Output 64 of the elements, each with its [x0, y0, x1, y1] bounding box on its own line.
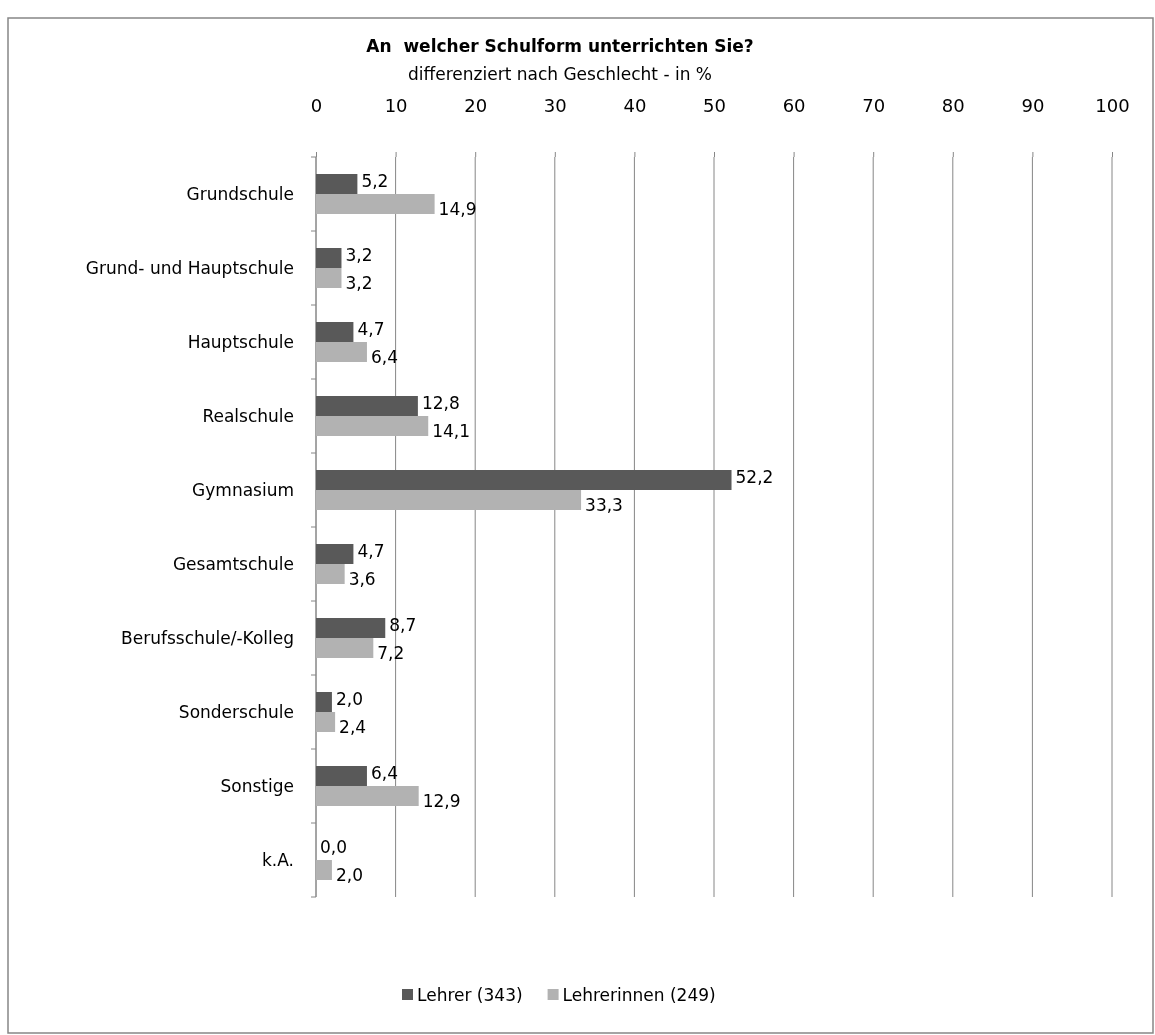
y-tick-label: Sonderschule	[178, 701, 294, 722]
bar	[316, 416, 429, 436]
bar	[316, 174, 358, 194]
x-tick-label: 0	[310, 95, 323, 116]
bar	[316, 490, 582, 510]
x-tick-label: 40	[623, 95, 647, 116]
bar	[316, 638, 374, 658]
data-label: 52,2	[735, 466, 774, 487]
data-label: 33,3	[585, 494, 623, 515]
data-label: 2,0	[335, 864, 363, 885]
bar	[316, 470, 732, 490]
data-label: 3,2	[345, 244, 373, 265]
legend-label: Lehrerinnen (249)	[562, 984, 716, 1005]
data-label: 2,4	[339, 716, 367, 737]
data-label: 14,9	[438, 198, 477, 219]
y-tick-label: Grund- und Hauptschule	[85, 257, 294, 278]
data-label: 8,7	[389, 614, 417, 635]
bar	[316, 544, 354, 564]
bar	[316, 248, 342, 268]
data-label: 6,4	[370, 346, 398, 367]
data-label: 3,2	[345, 272, 373, 293]
x-tick-label: 90	[1021, 95, 1045, 116]
x-tick-label: 20	[464, 95, 488, 116]
data-label: 2,0	[335, 688, 363, 709]
data-label: 3,6	[348, 568, 376, 589]
data-label: 4,7	[357, 318, 385, 339]
y-tick-label: Realschule	[202, 405, 294, 426]
data-label: 14,1	[432, 420, 471, 441]
x-tick-label: 10	[384, 95, 408, 116]
y-tick-label: k.A.	[262, 849, 294, 870]
data-label: 7,2	[377, 642, 405, 663]
data-label: 12,8	[421, 392, 460, 413]
bar	[316, 712, 336, 732]
y-tick-label: Hauptschule	[187, 331, 294, 352]
x-tick-label: 70	[862, 95, 886, 116]
bar	[316, 618, 386, 638]
data-label: 6,4	[370, 762, 398, 783]
y-tick-label: Grundschule	[186, 183, 294, 204]
chart-subtitle: differenziert nach Geschlecht - in %	[408, 64, 712, 84]
x-tick-label: 100	[1095, 95, 1130, 116]
bar	[316, 342, 367, 362]
y-tick-label: Sonstige	[220, 775, 294, 796]
bar	[316, 194, 435, 214]
bar	[316, 692, 332, 712]
y-tick-label: Gesamtschule	[172, 553, 294, 574]
data-label: 5,2	[361, 170, 389, 191]
data-label: 4,7	[357, 540, 385, 561]
data-label: 12,9	[422, 790, 461, 811]
x-tick-label: 50	[703, 95, 726, 116]
x-tick-label: 60	[782, 95, 806, 116]
y-tick-label: Gymnasium	[192, 479, 294, 500]
y-tick-label: Berufsschule/-Kolleg	[121, 627, 294, 648]
data-label: 0,0	[320, 836, 348, 857]
x-tick-label: 80	[941, 95, 965, 116]
chart-title: An welcher Schulform unterrichten Sie?	[366, 36, 754, 56]
bar	[316, 766, 367, 786]
bar	[316, 564, 345, 584]
bar	[316, 860, 332, 880]
bar	[316, 268, 342, 288]
bar	[316, 396, 418, 416]
x-tick-label: 30	[543, 95, 567, 116]
bar	[316, 322, 354, 342]
legend-label: Lehrer (343)	[417, 984, 523, 1005]
bar	[316, 786, 419, 806]
